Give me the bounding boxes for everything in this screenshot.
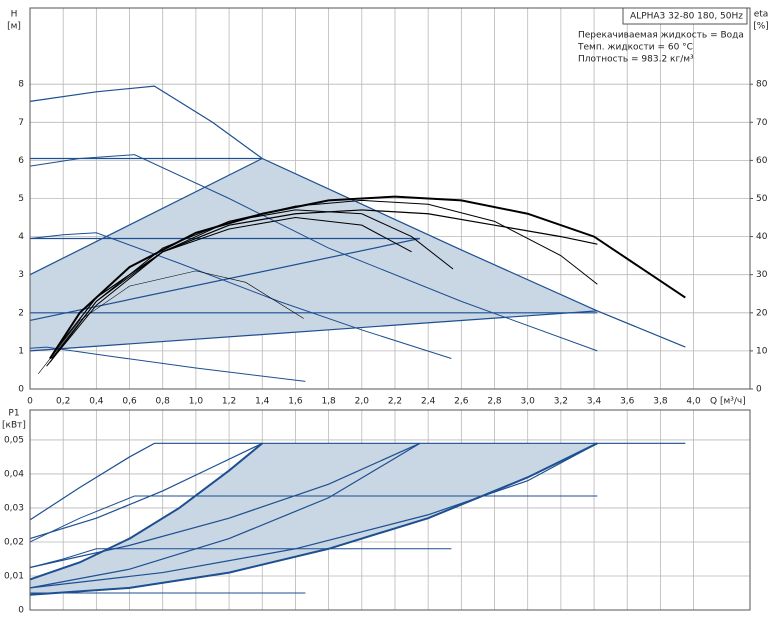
x-tick-label: 1,2 [222,397,236,407]
performance-curve [29,442,263,581]
x-tick-label: 2,4 [421,397,436,407]
y-tick-label: 0,01 [4,571,24,581]
efficiency-curve [38,270,304,374]
x-tick-label: 1,6 [288,397,303,407]
x-tick-label: 2,0 [355,397,370,407]
performance-curve [29,442,263,540]
y-tick-label: 2 [18,308,24,318]
x-tick-label: 2,6 [454,397,469,407]
x-tick-label: 2,2 [388,397,402,407]
y2-tick-label: 10 [756,346,768,356]
y-axis-label: H [11,10,18,20]
efficiency-curve [46,217,412,367]
y-tick-label: 3 [18,270,24,280]
y-tick-label: 0,04 [4,469,24,479]
info-line: Плотность = 983.2 кг/м³ [578,55,694,65]
performance-curve [29,346,306,382]
y-tick-label: 0 [18,606,24,616]
x-tick-label: 0,2 [56,397,70,407]
y-tick-label: 0,05 [4,435,24,445]
y-tick-label: 0,02 [4,537,24,547]
performance-curve [29,442,598,589]
y-tick-label: 7 [18,118,24,128]
performance-curve [29,442,421,569]
x-tick-label: 0,6 [122,397,137,407]
efficiency-curve [49,209,454,363]
y-tick-label: 0,03 [4,503,24,513]
y-tick-label: 6 [18,156,24,166]
plot-frame [29,7,751,390]
x-tick-label: 0,8 [156,397,171,407]
y-tick-label: 1 [18,346,24,356]
y-axis-unit: [м] [7,22,21,32]
performance-curve [29,442,686,521]
x-tick-label: 3,4 [587,397,602,407]
y2-tick-label: 60 [756,156,768,166]
x-tick-label: 0 [27,397,33,407]
efficiency-curve [51,199,598,359]
x-tick-label: 0,4 [89,397,104,407]
x-tick-label: 3,8 [653,397,668,407]
y-tick-label: 4 [18,232,24,242]
y-axis-label: P1 [8,409,19,419]
plot-frame [29,409,751,611]
efficiency-curve [49,195,686,360]
y2-tick-label: 70 [756,118,768,128]
y-axis-unit: [кВт] [2,421,26,431]
y2-tick-label: 0 [756,385,762,395]
performance-curve [29,442,421,589]
y-tick-label: 8 [18,80,24,90]
x-tick-label: 4,0 [686,397,701,407]
x-tick-label: 3,0 [521,397,536,407]
y2-tick-label: 20 [756,308,768,318]
operating-area [30,443,598,595]
y2-tick-label: 40 [756,232,768,242]
info-line: Перекачиваемая жидкость = Вода [578,31,744,41]
x-tick-label: 1,8 [321,397,336,407]
y-tick-label: 0 [18,385,24,395]
y2-tick-label: 50 [756,194,768,204]
y2-axis-unit: [%] [753,22,769,32]
x-tick-label: 2,8 [487,397,502,407]
performance-curve [29,495,598,543]
performance-curve [29,157,263,276]
x-tick-label: 1,4 [255,397,270,407]
x-tick-label: 1,0 [189,397,204,407]
performance-curve [29,310,598,352]
y2-tick-label: 80 [756,80,768,90]
y-tick-label: 5 [18,194,24,204]
pump-model: ALPHA3 32-80 180, 50Hz [630,12,743,22]
operating-area [30,158,598,351]
x-axis-label: Q [м³/ч] [710,397,746,407]
info-line: Темп. жидкости = 60 °C [577,43,693,53]
x-tick-label: 3,2 [554,397,568,407]
performance-curve [29,232,452,359]
x-tick-label: 3,6 [620,397,635,407]
y2-axis-label: eta [754,10,769,20]
performance-curve [29,442,598,596]
y2-tick-label: 30 [756,270,768,280]
